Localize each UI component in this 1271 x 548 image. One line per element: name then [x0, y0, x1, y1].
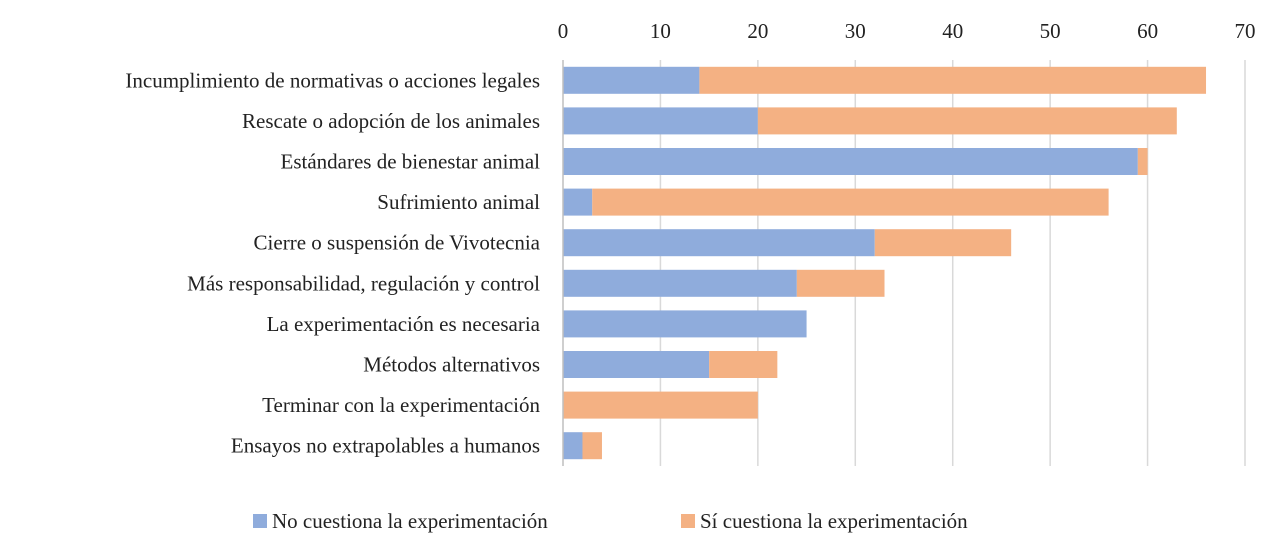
category-label: Métodos alternativos: [363, 353, 540, 377]
x-tick-label: 40: [942, 19, 963, 43]
x-tick-label: 30: [845, 19, 866, 43]
category-label: Rescate o adopción de los animales: [242, 109, 540, 133]
legend: No cuestiona la experimentación Sí cuesti…: [253, 509, 968, 533]
x-tick-label: 10: [650, 19, 671, 43]
category-label: Más responsabilidad, regulación y contro…: [187, 271, 540, 295]
category-label: Terminar con la experimentación: [262, 393, 540, 417]
category-label: Incumplimiento de normativas o acciones …: [125, 68, 540, 92]
bar-segment-no-cuestiona: [563, 148, 1138, 175]
bar-segment-no-cuestiona: [563, 229, 875, 257]
x-tick-label: 50: [1040, 19, 1061, 43]
bar-segment-si-cuestiona: [796, 269, 885, 297]
category-label: Estándares de bienestar animal: [281, 150, 541, 174]
bar-segment-si-cuestiona: [699, 66, 1207, 94]
category-label: Cierre o suspensión de Vivotecnia: [254, 231, 541, 255]
bar-segment-no-cuestiona: [563, 269, 797, 297]
bar-segment-no-cuestiona: [563, 310, 807, 338]
x-tick-label: 60: [1137, 19, 1158, 43]
x-tick-label: 20: [747, 19, 768, 43]
legend-swatch: [253, 514, 267, 528]
category-label: Ensayos no extrapolables a humanos: [231, 434, 540, 458]
bar-segment-si-cuestiona: [757, 107, 1177, 135]
legend-label: No cuestiona la experimentación: [272, 509, 548, 533]
category-labels: Incumplimiento de normativas o acciones …: [125, 68, 540, 457]
bar-segment-no-cuestiona: [563, 188, 593, 216]
legend-item: No cuestiona la experimentación: [253, 509, 548, 533]
bars: [563, 66, 1207, 460]
bar-segment-si-cuestiona: [874, 229, 1012, 257]
legend-swatch: [681, 514, 695, 528]
bar-segment-si-cuestiona: [592, 188, 1109, 216]
legend-label: Sí cuestiona la experimentación: [700, 509, 968, 533]
bar-segment-si-cuestiona: [1137, 148, 1148, 175]
legend-item: Sí cuestiona la experimentación: [681, 509, 968, 533]
bar-segment-no-cuestiona: [563, 66, 700, 94]
bar-segment-no-cuestiona: [563, 432, 583, 460]
category-label: La experimentación es necesaria: [267, 312, 541, 336]
bar-segment-si-cuestiona: [709, 351, 778, 378]
bar-segment-no-cuestiona: [563, 107, 758, 135]
x-tick-label: 70: [1235, 19, 1256, 43]
bar-segment-si-cuestiona: [582, 432, 602, 460]
x-tick-labels: 0 10 20 30 40 50 60 70: [558, 19, 1256, 43]
category-label: Sufrimiento animal: [377, 190, 540, 214]
x-tick-label: 0: [558, 19, 569, 43]
bar-segment-si-cuestiona: [563, 391, 758, 419]
bar-segment-no-cuestiona: [563, 351, 710, 378]
